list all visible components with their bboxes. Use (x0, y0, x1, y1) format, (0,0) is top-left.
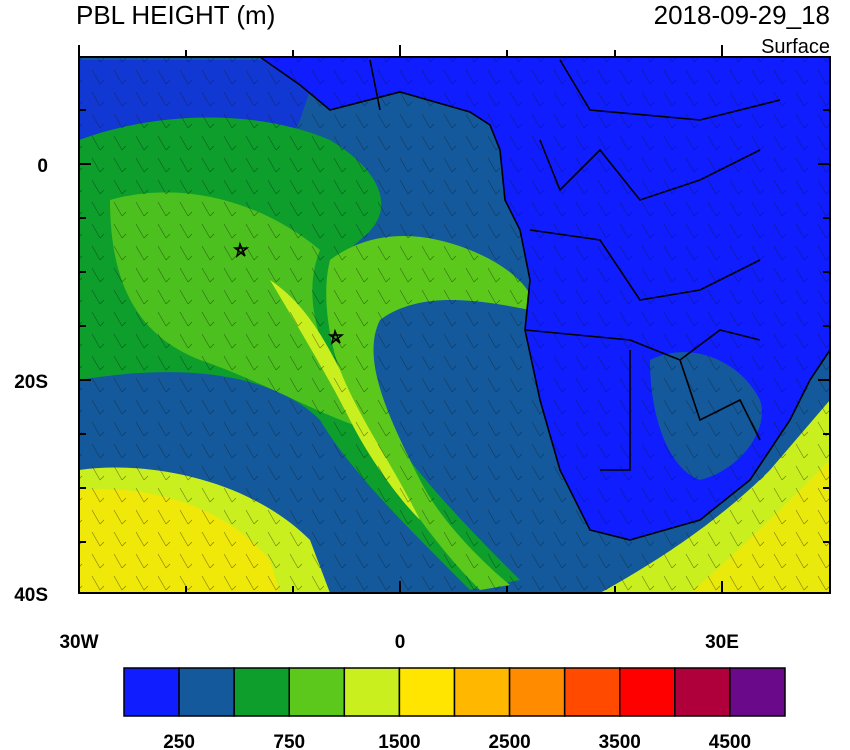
colorbar-label: 750 (273, 732, 305, 750)
colorbar-box (619, 667, 676, 717)
map-field (79, 57, 830, 593)
lat-label: 20S (14, 372, 48, 393)
colorbar-box (288, 667, 346, 717)
level-label: Surface (761, 36, 830, 58)
colorbar-label: 4500 (709, 732, 751, 750)
colorbar-label: 1500 (378, 732, 420, 750)
colorbar-box (729, 667, 786, 717)
lat-label: 40S (14, 585, 48, 606)
colorbar-box (563, 667, 621, 717)
colorbar-box (233, 667, 291, 717)
map-title: PBL HEIGHT (m) (76, 0, 275, 30)
colorbar-box (453, 667, 511, 717)
map-ticks (78, 45, 831, 594)
colorbar-box (398, 667, 456, 717)
colorbar-box (343, 667, 401, 717)
lon-label: 30E (705, 632, 739, 653)
lon-label: 0 (395, 632, 406, 653)
colorbar-box (178, 667, 235, 717)
colorbar: 250 750 1500 2500 3500 4500 (123, 667, 786, 750)
colorbar-box (123, 667, 180, 717)
lat-label: 0 (37, 156, 48, 177)
colorbar-box (508, 667, 566, 717)
colorbar-box (674, 667, 731, 717)
lon-label: 30W (59, 632, 98, 653)
colorbar-label: 3500 (599, 732, 641, 750)
colorbar-label: 2500 (488, 732, 530, 750)
colorbar-label: 250 (163, 732, 195, 750)
valid-time: 2018-09-29_18 (654, 0, 830, 30)
